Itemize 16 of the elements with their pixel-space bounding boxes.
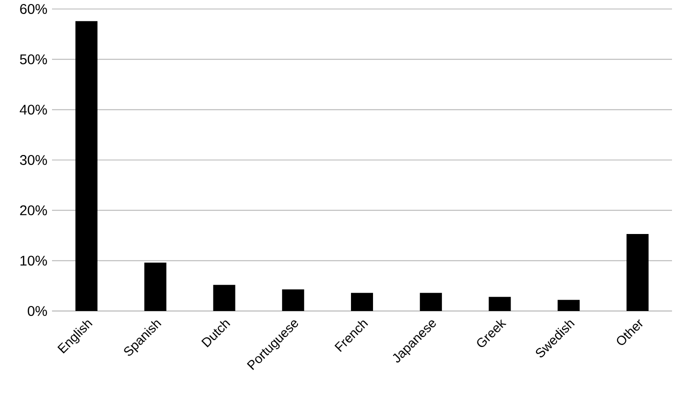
bar	[488, 296, 511, 311]
bar	[144, 262, 166, 311]
bar	[282, 289, 304, 311]
bar	[558, 300, 580, 311]
y-tick-label: 0%	[28, 306, 47, 316]
bar	[420, 292, 442, 311]
bar	[350, 292, 374, 311]
y-tick-label: 40%	[20, 104, 47, 115]
bar	[75, 21, 98, 311]
y-tick-label: 10%	[20, 256, 47, 266]
y-tick-label: 60%	[20, 4, 47, 14]
bar	[213, 284, 236, 311]
y-tick-label: 50%	[20, 54, 47, 64]
bar	[626, 234, 649, 311]
y-tick-label: 30%	[20, 155, 47, 165]
y-tick-label: 20%	[20, 205, 47, 216]
